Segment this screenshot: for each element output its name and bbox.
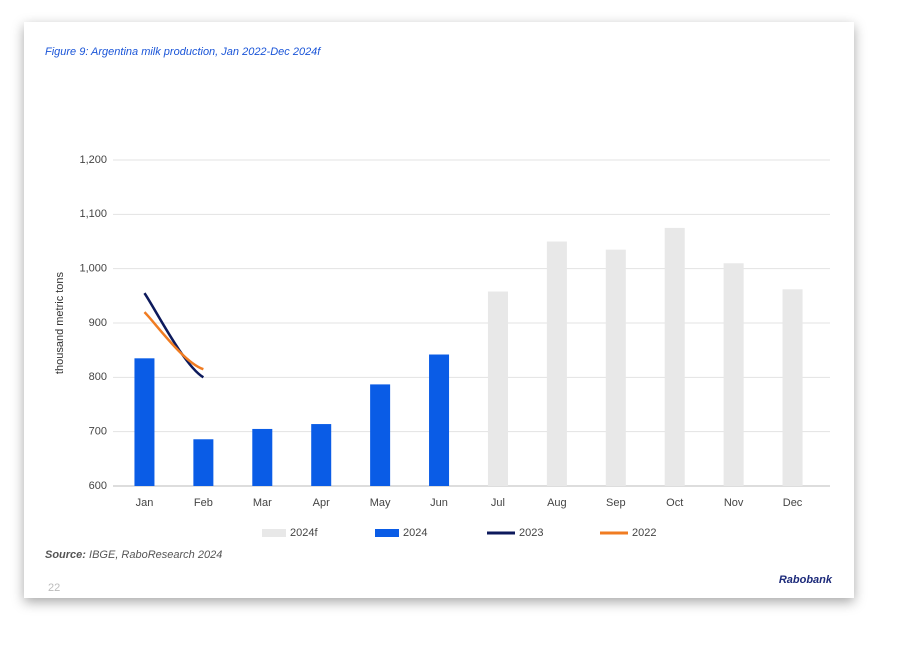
y-tick-label: 1,000	[79, 263, 107, 275]
y-tick-label: 700	[89, 426, 107, 438]
x-tick-label: Sep	[606, 497, 626, 509]
y-tick-label: 1,100	[79, 208, 107, 220]
y-tick-label: 600	[89, 480, 107, 492]
x-tick-label: Apr	[313, 497, 330, 509]
bar	[193, 439, 214, 486]
bar	[370, 384, 391, 486]
legend-swatch	[262, 529, 286, 537]
source-text: IBGE, RaboResearch 2024	[89, 549, 222, 561]
y-tick-label: 800	[89, 371, 107, 383]
x-tick-label: Feb	[194, 497, 213, 509]
bar	[546, 241, 567, 486]
bar	[487, 291, 508, 486]
bar	[605, 249, 626, 486]
legend-label: 2024	[403, 527, 427, 539]
bar	[723, 263, 744, 486]
x-tick-label: Jul	[491, 497, 505, 509]
source: Source: IBGE, RaboResearch 2024	[45, 549, 222, 561]
bar	[311, 424, 332, 486]
legend-label: 2023	[519, 527, 543, 539]
legend-swatch	[375, 529, 399, 537]
x-tick-label: Dec	[783, 497, 803, 509]
x-tick-label: May	[370, 497, 391, 509]
legend-label: 2022	[632, 527, 656, 539]
slide-background	[24, 22, 854, 598]
bar	[252, 428, 273, 486]
bar	[782, 289, 803, 486]
x-tick-label: Aug	[547, 497, 567, 509]
x-tick-label: Oct	[666, 497, 683, 509]
chart-title: Figure 9: Argentina milk production, Jan…	[45, 46, 321, 58]
logo: Rabobank	[779, 574, 833, 586]
y-axis-label: thousand metric tons	[54, 271, 66, 374]
x-tick-label: Nov	[724, 497, 744, 509]
y-tick-label: 900	[89, 317, 107, 329]
x-tick-label: Jun	[430, 497, 448, 509]
bar	[429, 354, 450, 486]
legend-label: 2024f	[290, 527, 318, 539]
bar	[134, 358, 155, 486]
x-tick-label: Jan	[136, 497, 154, 509]
page-number: 22	[48, 582, 60, 594]
y-tick-label: 1,200	[79, 154, 107, 166]
line	[143, 292, 205, 379]
source-label: Source:	[45, 549, 86, 561]
x-tick-label: Mar	[253, 497, 272, 509]
bar	[664, 227, 685, 486]
line	[143, 311, 204, 371]
